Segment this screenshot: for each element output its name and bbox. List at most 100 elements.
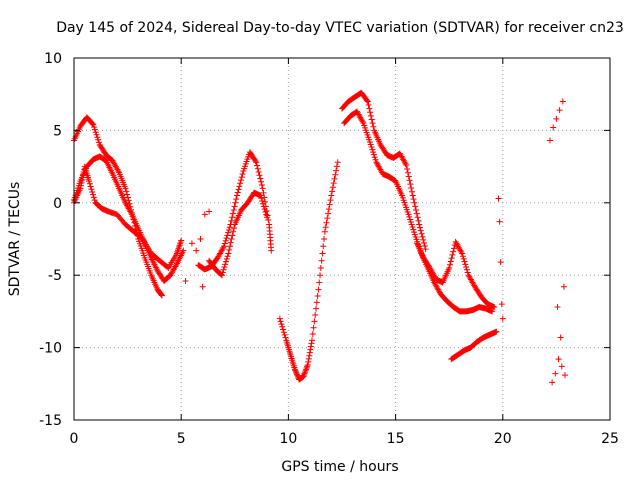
point-mark [410,196,417,203]
point-mark [77,182,84,189]
point-mark [197,236,204,242]
point-mark [368,144,375,151]
point-mark [371,154,378,161]
point-mark [303,366,310,373]
point-mark [229,232,236,239]
point-mark [263,211,270,218]
point-mark [412,207,419,214]
data-point [201,211,208,218]
data-point [416,221,423,228]
point-mark [404,169,411,176]
data-point [221,240,228,247]
point-mark [309,331,316,338]
point-mark [173,262,180,269]
data-point [498,301,505,308]
point-mark [303,364,310,371]
point-mark [367,141,374,148]
data-point [188,240,195,247]
point-mark [78,179,85,186]
point-mark [408,221,415,228]
point-mark [404,165,411,172]
point-mark [332,171,339,178]
data-point [221,264,228,271]
point-mark [306,352,313,359]
data-point [301,370,308,377]
point-mark [304,363,311,370]
data-point [220,266,227,273]
point-mark [334,159,341,166]
data-point [222,261,229,268]
point-mark [328,192,335,199]
data-point [461,258,468,265]
data-point [323,219,330,226]
data-point [235,186,242,193]
data-point [489,308,496,315]
y-tick-label: -15 [39,413,62,429]
data-point [305,358,312,365]
point-mark [317,264,324,271]
data-point [230,207,237,214]
data-point [546,137,553,144]
point-mark [359,118,366,125]
x-axis-label: GPS time / hours [281,459,398,475]
point-mark [366,138,373,145]
data-point [308,340,315,347]
data-point [258,178,265,185]
point-mark [403,162,410,169]
point-mark [549,379,556,386]
data-point [491,304,498,311]
data-point [306,349,313,356]
data-point [115,167,122,174]
point-mark [225,229,232,236]
data-point [293,371,300,378]
data-point [307,343,314,350]
data-point [302,369,309,376]
point-mark [416,224,423,231]
data-point [367,112,374,119]
data-point [256,172,263,179]
data-point [407,181,414,188]
point-mark [93,131,100,138]
data-point [206,208,213,215]
point-mark [369,120,376,127]
data-point [307,346,314,353]
point-mark [254,165,261,172]
point-mark [419,233,426,240]
point-mark [461,258,468,265]
x-tick-label: 15 [387,431,405,447]
point-mark [86,178,93,185]
data-point [230,228,237,235]
point-mark [220,244,227,251]
point-mark [495,195,502,202]
data-point [226,243,233,250]
data-point [416,224,423,231]
point-mark [546,137,553,144]
data-point [304,363,311,370]
point-mark [556,107,563,114]
point-mark [329,188,336,195]
point-mark [464,269,471,276]
point-mark [115,167,122,174]
point-mark [233,196,240,203]
data-point [404,169,411,176]
point-mark [449,251,456,258]
point-mark [320,243,327,250]
data-point [311,318,318,325]
point-mark [366,105,373,112]
point-mark [228,217,235,224]
data-point [317,264,324,271]
point-mark [262,208,269,215]
point-mark [411,229,418,236]
point-mark [258,182,265,189]
point-mark [406,177,413,184]
data-point [79,174,86,181]
data-point [305,355,312,362]
point-mark [322,224,329,231]
data-point [255,169,262,176]
point-mark [259,185,266,192]
axis-ticks: 0 5 10 15 20 25 10 5 0 -5 -10 -15 [39,51,619,447]
point-mark [232,199,239,206]
point-mark [312,312,319,319]
point-mark [460,255,467,262]
point-mark [257,192,264,199]
